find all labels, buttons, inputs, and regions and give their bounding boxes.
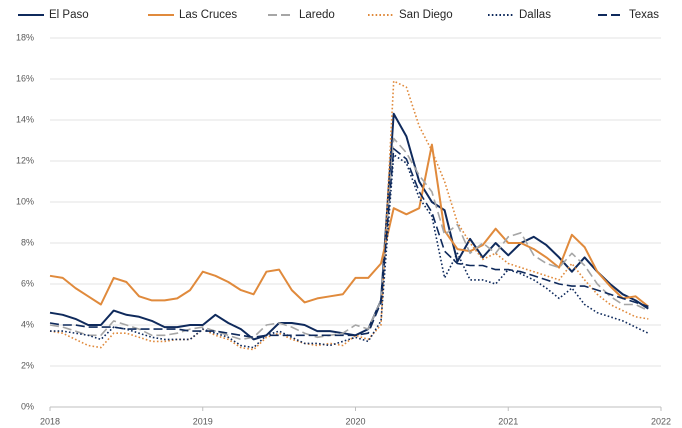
series-line <box>49 143 649 308</box>
series-line <box>49 137 649 341</box>
series-line <box>49 80 649 351</box>
series-line <box>50 154 649 349</box>
y-tick-label: 0% <box>21 401 34 411</box>
series-line <box>49 112 649 341</box>
legend-label: Laredo <box>299 9 335 21</box>
y-tick-label: 10% <box>16 196 34 206</box>
legend-label: Texas <box>629 9 659 21</box>
legend-label: Dallas <box>519 9 551 21</box>
y-tick-label: 12% <box>16 155 34 165</box>
x-tick-label: 2022 <box>651 416 671 426</box>
x-tick-label: 2018 <box>40 416 60 426</box>
legend-label: Las Cruces <box>179 9 237 21</box>
x-tick-label: 2021 <box>498 416 518 426</box>
y-tick-label: 14% <box>16 114 34 124</box>
legend-label: San Diego <box>399 9 453 21</box>
x-tick-label: 2019 <box>193 416 213 426</box>
x-tick-label: 2020 <box>345 416 365 426</box>
y-tick-label: 2% <box>21 360 34 370</box>
y-tick-label: 8% <box>21 237 34 247</box>
series-line <box>49 147 649 339</box>
y-tick-label: 18% <box>16 32 34 42</box>
legend-label: El Paso <box>49 9 89 21</box>
y-tick-label: 4% <box>21 319 34 329</box>
y-tick-label: 6% <box>21 278 34 288</box>
y-tick-label: 16% <box>16 73 34 83</box>
